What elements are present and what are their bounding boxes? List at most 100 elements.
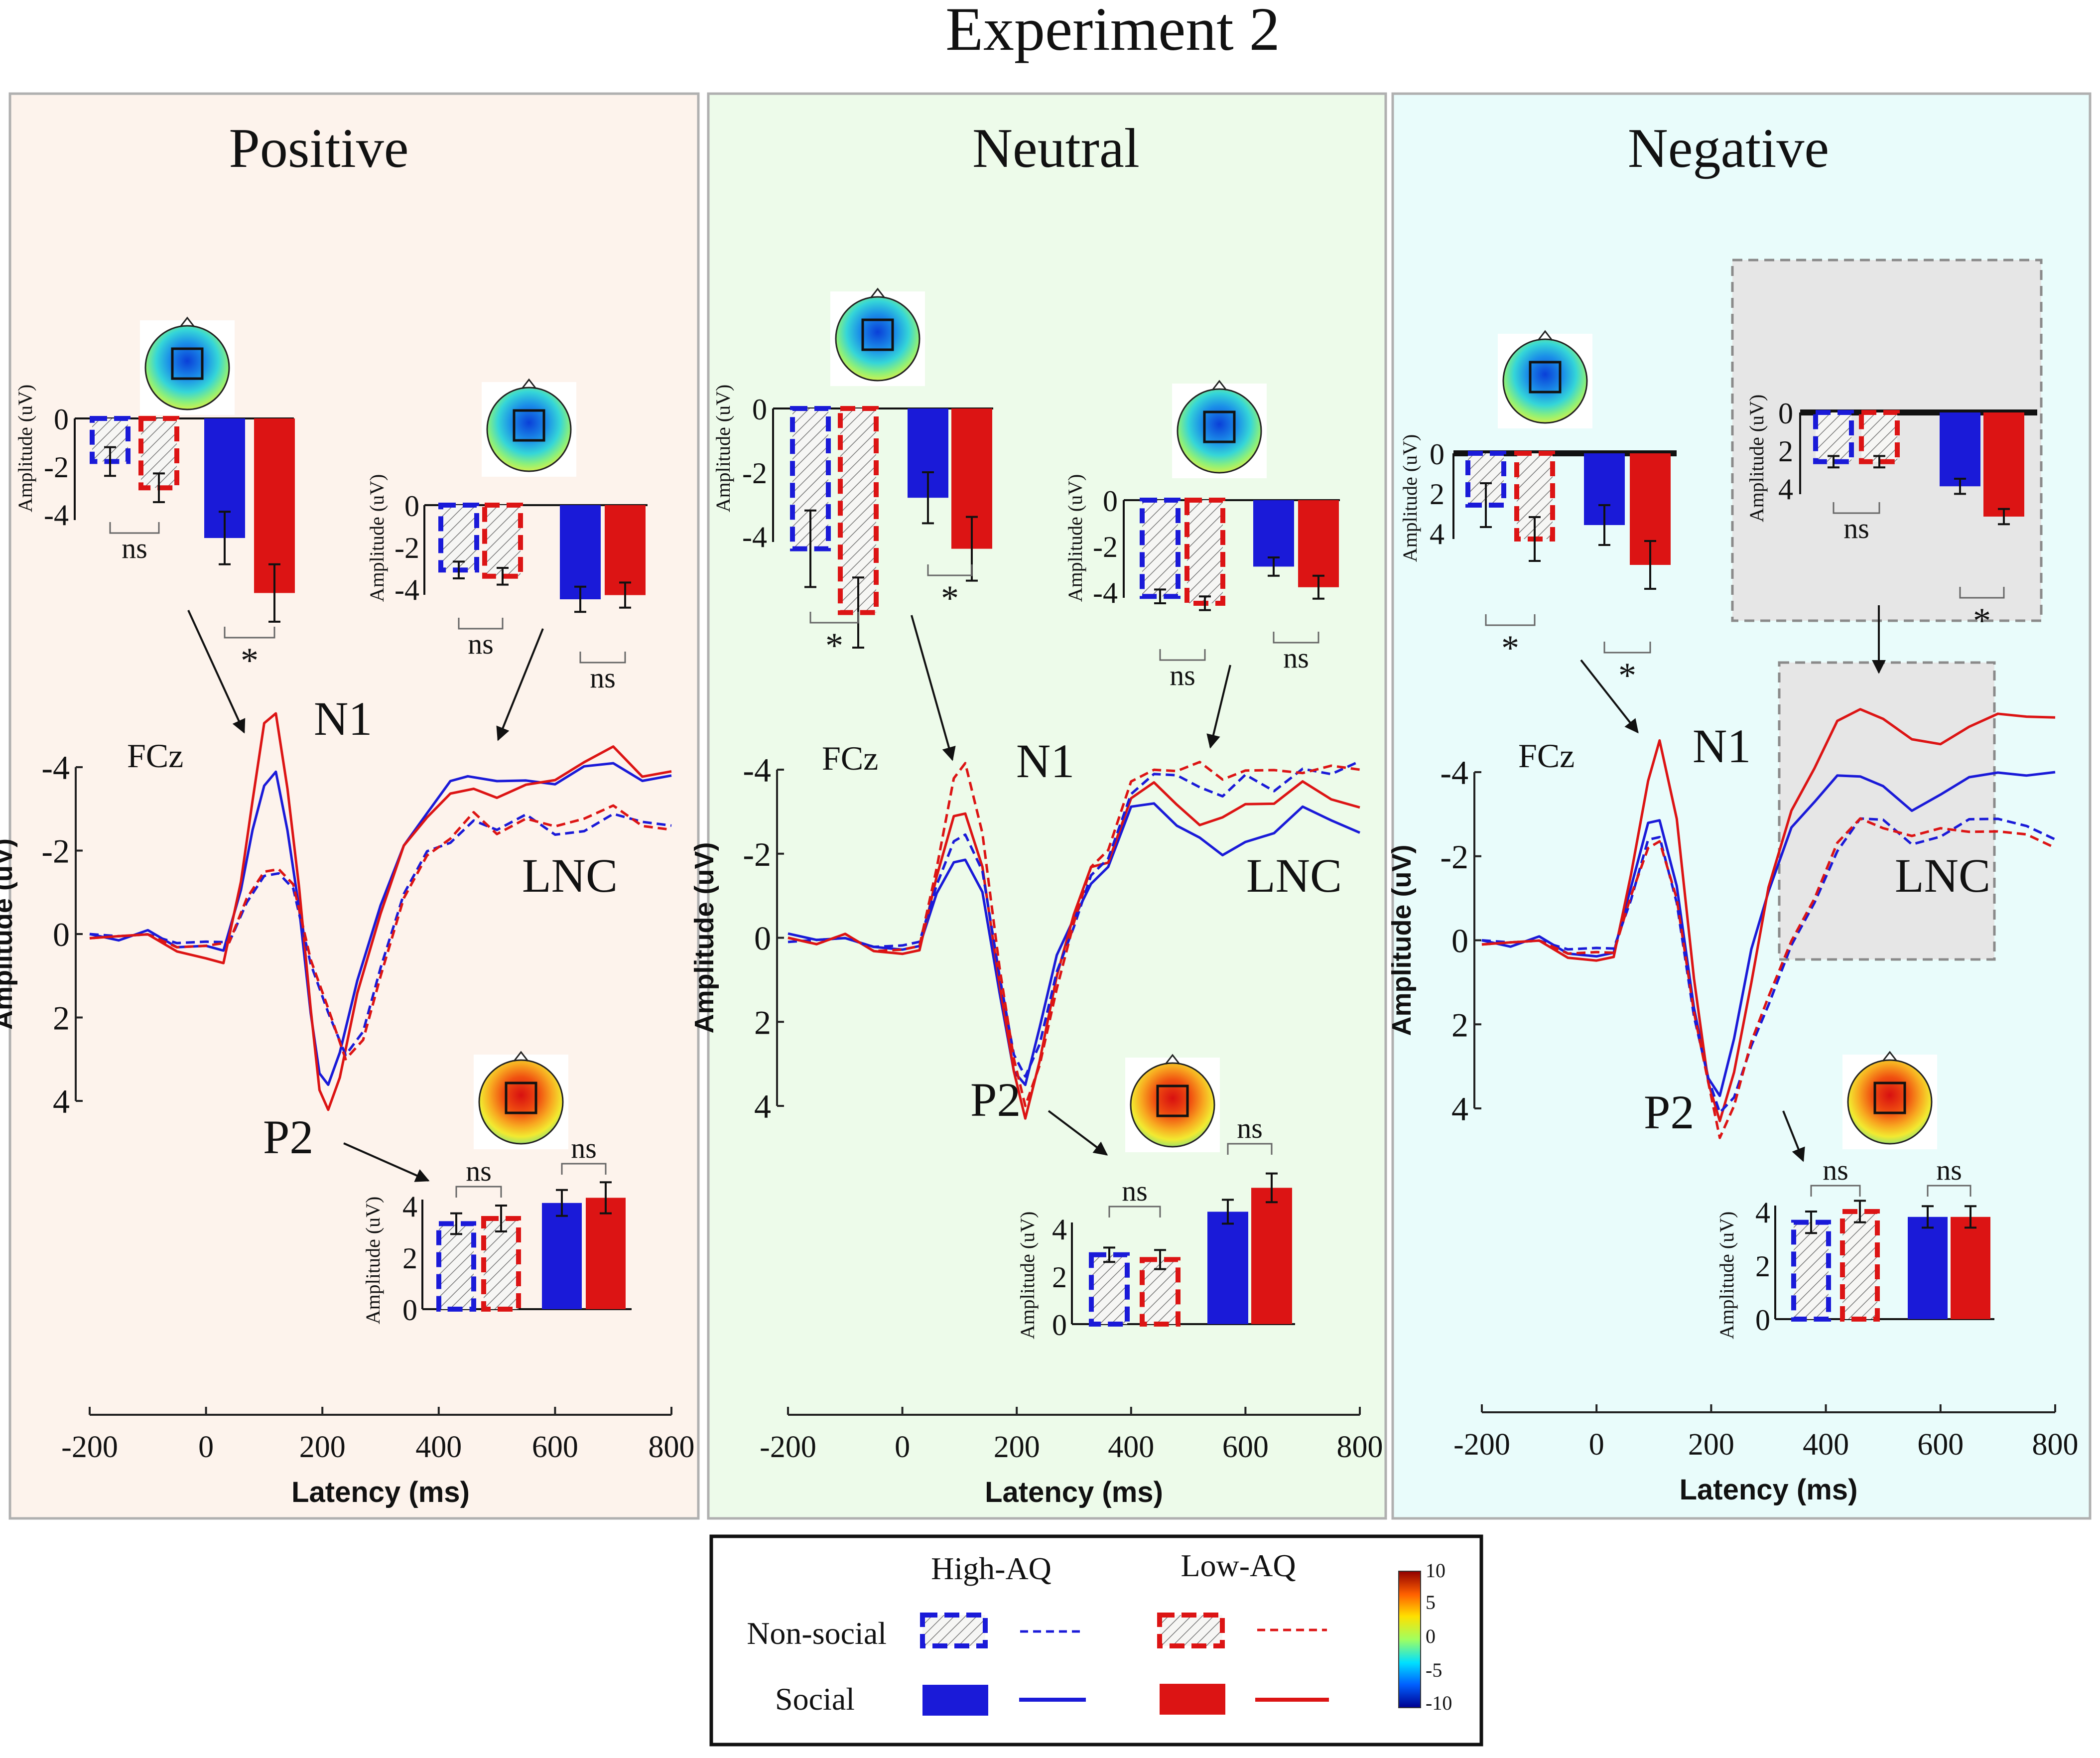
bar-high-social [560, 505, 601, 599]
lnc-label: LNC [1246, 849, 1342, 902]
significance-label: * [1618, 656, 1636, 695]
bar-low-social [1298, 500, 1339, 587]
y-tick-label: 4 [53, 1082, 70, 1120]
bar-y-tick-label: -2 [394, 532, 419, 564]
bar-y-tick-label: 2 [1430, 478, 1444, 511]
legend-low-nonsocial-swatch [1157, 1613, 1225, 1648]
bar-high-nonsocial [438, 503, 479, 573]
significance-bracket [455, 1186, 502, 1198]
bar-low-nonsocial [482, 503, 523, 579]
scalp-map-head [1502, 338, 1588, 424]
y-tick-label: -4 [1440, 754, 1468, 792]
legend: High-AQ Low-AQ Non-social Social 10 5 0 … [709, 1534, 1483, 1747]
bar-y-tick-label: -2 [742, 457, 767, 490]
colorbar-tick: -5 [1426, 1659, 1442, 1681]
bar-y-tick-label: 2 [1052, 1261, 1067, 1294]
bar-inset-n1: 0 2 4 Amplitude (uV) * * [1399, 330, 1677, 695]
bar-y-tick-label: 4 [1052, 1213, 1067, 1246]
bar-y-tick-label: 4 [402, 1190, 417, 1223]
significance-label: * [941, 578, 959, 618]
y-tick-label: -2 [1440, 838, 1468, 876]
bar-y-axis-label: Amplitude (uV) [1715, 1212, 1738, 1340]
significance-bracket [1959, 587, 2005, 599]
erp-line-high-aq-social [89, 762, 672, 1086]
bar-high-social [1940, 412, 1980, 487]
bar-low-social [1251, 1188, 1292, 1324]
erp-line-low-aq-social [1481, 708, 2056, 1122]
y-tick-label: 0 [754, 920, 771, 957]
scalp-map-nose [1165, 1054, 1181, 1065]
y-tick-label: 2 [754, 1003, 771, 1041]
p2-label: P2 [263, 1110, 313, 1164]
bar-y-tick-label: 4 [1755, 1196, 1770, 1229]
scalp-map-nose [1211, 380, 1227, 391]
bar-y-tick-label: 0 [54, 403, 69, 436]
significance-label: ns [1936, 1154, 1962, 1186]
lnc-label: LNC [1895, 849, 1990, 902]
legend-low-social-swatch [1160, 1684, 1225, 1715]
scalp-map-nose [1882, 1051, 1898, 1062]
x-tick-label: 400 [1803, 1428, 1849, 1462]
x-tick-label: 600 [1222, 1430, 1269, 1464]
legend-col-low: Low-AQ [1181, 1548, 1296, 1583]
erp-line-low-aq-social [89, 712, 672, 1111]
bar-y-tick-label: -2 [44, 451, 69, 484]
bar-high-social [542, 1203, 582, 1309]
bar-y-axis-label: Amplitude (uV) [712, 385, 734, 513]
significance-bracket [1227, 1143, 1273, 1155]
bar-y-tick-label: -4 [44, 499, 69, 532]
significance-label: ns [1237, 1112, 1263, 1144]
bar-y-tick-label: 0 [752, 393, 767, 426]
legend-high-nonsocial-swatch [920, 1613, 988, 1648]
erp-line-low-aq-non-social [788, 761, 1360, 1107]
bar-inset-lnc: 0 -2 -4 Amplitude (uV) ns ns [366, 378, 648, 694]
pointer-arrow [1206, 665, 1231, 749]
y-tick-label: 4 [754, 1087, 771, 1125]
significance-label: ns [122, 532, 147, 564]
bar-y-axis-label: Amplitude (uV) [14, 385, 36, 513]
bar-high-nonsocial [1791, 1219, 1831, 1322]
bar-y-tick-label: 2 [1778, 435, 1793, 468]
significance-bracket [1108, 1206, 1161, 1217]
x-axis-label: Latency (ms) [985, 1476, 1163, 1508]
bar-low-social [586, 1198, 626, 1309]
significance-label: ns [1843, 512, 1869, 544]
lnc-highlight-box [1778, 661, 1996, 961]
scalp-roi-box [1873, 1082, 1906, 1114]
y-tick-label: -2 [743, 835, 771, 873]
scalp-map-nose [1537, 330, 1553, 341]
erp-line-low-aq-non-social [89, 804, 672, 1061]
colorbar-tick: 0 [1426, 1625, 1436, 1647]
x-tick-label: -200 [61, 1430, 118, 1464]
x-tick-label: 400 [1108, 1430, 1154, 1464]
bar-y-tick-label: 0 [1778, 397, 1793, 430]
scalp-roi-box [1529, 361, 1562, 394]
significance-label: ns [1122, 1175, 1148, 1207]
significance-label: ns [571, 1132, 597, 1164]
bar-y-tick-label: -4 [1093, 576, 1118, 609]
scalp-roi-box [505, 1082, 537, 1114]
y-tick-label: -4 [41, 749, 70, 787]
significance-label: ns [1170, 659, 1195, 691]
bar-low-nonsocial [1859, 410, 1900, 464]
bar-low-nonsocial [1184, 498, 1225, 606]
bar-low-nonsocial [838, 406, 879, 615]
significance-bracket [1159, 649, 1206, 661]
bar-y-tick-label: 4 [1778, 473, 1793, 506]
x-tick-label: 200 [994, 1430, 1040, 1464]
significance-bracket [224, 627, 275, 639]
significance-bracket [561, 1163, 607, 1175]
pointer-arrow [911, 615, 956, 761]
erp-line-high-aq-non-social [1481, 817, 2056, 1114]
pointer-arrow [1782, 1110, 1805, 1162]
erp-line-high-aq-non-social [788, 760, 1361, 1078]
x-tick-label: -200 [760, 1430, 816, 1464]
significance-bracket [1810, 1185, 1861, 1197]
scalp-roi-box [1156, 1084, 1189, 1117]
scalp-map-head [486, 387, 572, 472]
y-tick-label: 0 [53, 916, 70, 953]
significance-label: ns [590, 662, 616, 694]
